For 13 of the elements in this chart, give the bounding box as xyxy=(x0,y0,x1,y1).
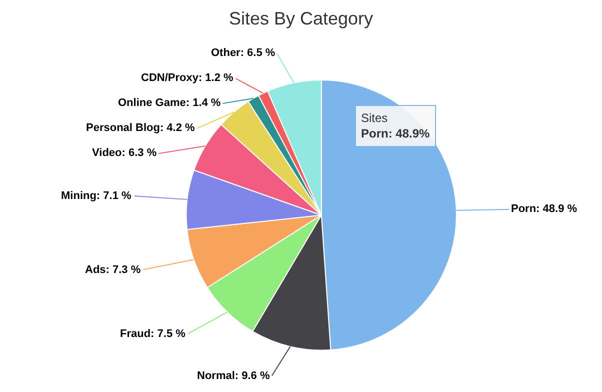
slice-label: Normal: 9.6 % xyxy=(197,370,270,382)
slice-label: Personal Blog: 4.2 % xyxy=(86,122,196,134)
slice-label: Online Game: 1.4 % xyxy=(118,97,221,109)
slice-label: Other: 6.5 % xyxy=(211,47,276,59)
text: Porn: 48.9% xyxy=(361,126,430,141)
text: Sites xyxy=(361,111,388,125)
slice-label: Porn: 48.9 % xyxy=(511,203,578,215)
slice-label: CDN/Proxy: 1.2 % xyxy=(141,72,234,84)
slice-label: Mining: 7.1 % xyxy=(61,190,132,202)
chart-title: Sites By Category xyxy=(228,8,374,28)
slice-label: Ads: 7.3 % xyxy=(85,264,141,276)
slice-label: Video: 6.3 % xyxy=(92,147,157,159)
slice-label: Fraud: 7.5 % xyxy=(120,328,186,340)
